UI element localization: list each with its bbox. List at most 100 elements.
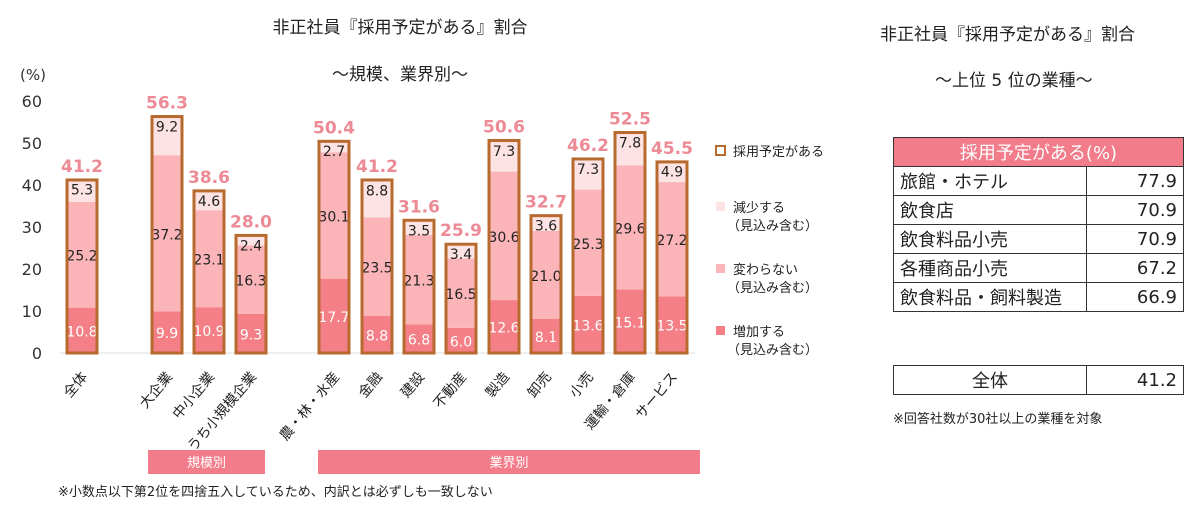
bar-segment <box>446 244 476 259</box>
data-label: 29.6 <box>614 221 645 237</box>
bar-segment <box>319 140 349 153</box>
total-bar-outline <box>402 218 436 355</box>
bar-segment <box>152 311 182 353</box>
bar-segment <box>194 210 224 308</box>
industry-value: 67.2 <box>1086 253 1184 283</box>
bar-segment <box>573 158 603 190</box>
bar-segment <box>67 201 97 308</box>
total-label: 41.2 <box>356 157 398 177</box>
data-label: 8.1 <box>535 330 557 346</box>
total-name: 全体 <box>893 365 1087 395</box>
bar-segment <box>573 295 603 353</box>
industry-name: 旅館・ホテル <box>893 166 1087 196</box>
bar-segment <box>194 190 224 211</box>
total-label: 25.9 <box>440 221 482 241</box>
ranking-row: 飲食料品小売 70.9 <box>893 224 1184 254</box>
ranking-row: 旅館・ホテル 77.9 <box>893 166 1184 196</box>
legend-swatch <box>716 264 725 273</box>
bar-segment <box>404 220 434 235</box>
data-label: 9.2 <box>156 120 178 136</box>
total-bar-outline <box>150 115 184 355</box>
chart-title: 非正社員『採用予定がある』割合 <box>273 18 528 38</box>
data-label: 7.8 <box>619 136 641 152</box>
ranking-subtitle: ～上位 5 位の業種～ <box>935 71 1093 91</box>
y-tick-label: 60 <box>22 92 42 111</box>
note: ※小数点以下第2位を四捨五入しているため、内訳とは必ずしも一致しない <box>58 484 493 500</box>
data-label: 21.3 <box>403 274 434 290</box>
legend-label-sub: （見込み含む） <box>727 218 818 234</box>
legend-label-sub: （見込み含む） <box>727 342 818 358</box>
data-label: 8.8 <box>366 183 388 199</box>
data-label: 9.3 <box>240 327 262 343</box>
x-tick-label: 製造 <box>483 369 513 401</box>
bar-segment <box>531 215 561 231</box>
total-label: 32.7 <box>525 193 567 213</box>
data-label: 25.3 <box>572 237 603 253</box>
data-label: 25.2 <box>66 249 97 265</box>
data-label: 3.5 <box>408 223 430 239</box>
ranking-row: 飲食料品・飼料製造 66.9 <box>893 282 1184 312</box>
group-label: 業界別 <box>489 455 528 471</box>
legend-swatch <box>716 326 725 335</box>
y-axis-label: (%) <box>20 66 46 84</box>
industry-value: 70.9 <box>1086 195 1184 225</box>
total-label: 38.6 <box>188 168 230 188</box>
x-tick-label: 全体 <box>60 369 91 401</box>
y-tick-label: 40 <box>22 176 42 195</box>
bar-segment <box>236 313 266 353</box>
bar-segment <box>446 258 476 328</box>
total-bar-outline <box>234 233 268 355</box>
legend-swatch <box>715 145 726 156</box>
bar-segment <box>489 140 519 172</box>
data-label: 10.9 <box>193 324 224 340</box>
bar-segment <box>657 161 687 183</box>
total-bar-outline <box>571 157 605 355</box>
data-label: 15.1 <box>614 315 645 331</box>
ranking-title: 非正社員『採用予定がある』割合 <box>880 25 1135 45</box>
y-tick-label: 50 <box>22 134 42 153</box>
legend-label-sub: （見込み含む） <box>727 280 818 296</box>
total-label: 46.2 <box>567 136 609 156</box>
group-label: 規模別 <box>187 456 226 471</box>
data-label: 2.4 <box>240 238 262 254</box>
total-label: 56.3 <box>146 94 188 114</box>
legend-label: 減少する <box>733 200 785 216</box>
data-label: 7.3 <box>577 162 599 178</box>
total-bar-outline <box>613 131 647 355</box>
data-label: 30.6 <box>488 230 519 246</box>
bar-segment <box>319 278 349 353</box>
data-label: 4.9 <box>661 164 683 180</box>
bar-segment <box>194 307 224 353</box>
bar-segment <box>657 182 687 297</box>
data-label: 12.6 <box>488 321 519 337</box>
legend-label: 増加する <box>733 325 785 340</box>
data-label: 7.3 <box>493 144 515 160</box>
data-label: 13.5 <box>656 319 687 335</box>
legend-swatch <box>716 202 725 211</box>
ranking-note: ※回答社数が30社以上の業種を対象 <box>893 412 1103 427</box>
bar-segment <box>531 230 561 319</box>
y-tick-label: 20 <box>22 260 42 279</box>
bar-segment <box>489 300 519 353</box>
bar-segment <box>67 179 97 202</box>
bar-segment <box>404 234 434 325</box>
bar-segment <box>362 316 392 353</box>
bar-segment <box>67 307 97 353</box>
industry-value: 70.9 <box>1086 224 1184 254</box>
total-label: 41.2 <box>61 157 103 177</box>
y-tick-label: 10 <box>22 302 42 321</box>
ranking-table: 採用予定がある(%) 旅館・ホテル 77.9 飲食店 70.9 飲食料品小売 70.9 各種… <box>893 137 1184 312</box>
data-label: 5.3 <box>71 183 93 199</box>
bar-segment <box>152 116 182 156</box>
total-bar-outline <box>360 178 394 355</box>
bar-segment <box>615 132 645 166</box>
total-bar-outline <box>529 214 563 355</box>
data-label: 9.9 <box>156 326 178 342</box>
x-tick-label: 小売 <box>567 369 597 401</box>
data-label: 23.1 <box>193 253 224 269</box>
data-label: 4.6 <box>198 194 220 210</box>
bar-segment <box>573 189 603 296</box>
total-bar-outline <box>444 242 478 355</box>
chart-subtitle: ～規模、業界別～ <box>332 65 468 85</box>
